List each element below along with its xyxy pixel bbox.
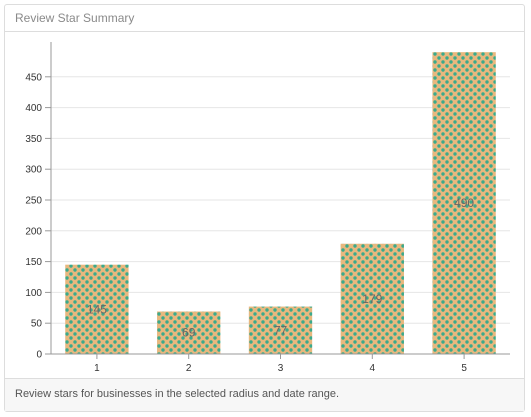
x-tick-label: 3 xyxy=(278,363,284,374)
x-tick-label: 2 xyxy=(186,363,192,374)
y-axis: 0 50 100 150 200 250 300 350 400 450 xyxy=(25,42,52,361)
bar-value-label: 69 xyxy=(182,326,196,340)
x-tick-label: 1 xyxy=(94,363,100,374)
bar xyxy=(65,264,129,354)
y-tick-label: 150 xyxy=(25,257,42,268)
y-tick-label: 200 xyxy=(25,226,42,237)
x-tick-label: 5 xyxy=(461,363,467,374)
bar xyxy=(340,243,404,354)
bar-value-label: 145 xyxy=(87,302,107,316)
x-tick-label: 4 xyxy=(370,363,376,374)
bar-value-label: 77 xyxy=(274,323,288,337)
bar-value-label: 179 xyxy=(362,292,382,306)
y-tick-label: 0 xyxy=(36,350,42,361)
y-tick-label: 250 xyxy=(25,196,42,207)
y-tick-label: 400 xyxy=(25,103,42,114)
review-star-panel: Review Star Summary 0 50 100 150 200 250 300 35… xyxy=(4,4,525,412)
y-tick-label: 100 xyxy=(25,288,42,299)
bar xyxy=(432,52,496,354)
y-tick-label: 350 xyxy=(25,134,42,145)
panel-heading: Review Star Summary xyxy=(5,5,524,32)
footer-caption: Review stars for businesses in the selec… xyxy=(15,388,340,400)
data-labels: 145 69 77 179 490 xyxy=(87,196,475,340)
y-tick-label: 50 xyxy=(31,319,43,330)
bar xyxy=(157,311,221,354)
x-axis: 1 2 3 4 5 xyxy=(51,353,510,374)
bar xyxy=(248,306,313,354)
panel-footer: Review stars for businesses in the selec… xyxy=(5,378,524,411)
bars xyxy=(65,52,496,354)
bar-value-label: 490 xyxy=(454,196,474,210)
chart-area: 0 50 100 150 200 250 300 350 400 450 145 69 77 179 49… xyxy=(5,32,524,379)
y-tick-label: 450 xyxy=(25,72,42,83)
y-tick-label: 300 xyxy=(25,165,42,176)
panel-title: Review Star Summary xyxy=(15,11,135,25)
